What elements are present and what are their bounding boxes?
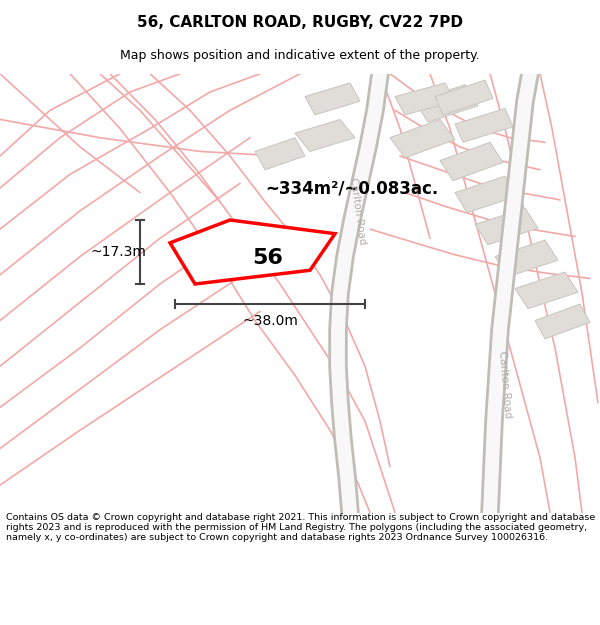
Text: Contains OS data © Crown copyright and database right 2021. This information is : Contains OS data © Crown copyright and d… <box>6 512 595 542</box>
Polygon shape <box>455 109 513 142</box>
Polygon shape <box>295 119 355 151</box>
Polygon shape <box>515 272 578 309</box>
Text: ~17.3m: ~17.3m <box>90 245 146 259</box>
Polygon shape <box>415 85 478 122</box>
Polygon shape <box>475 208 538 244</box>
Polygon shape <box>455 176 517 212</box>
Polygon shape <box>390 119 455 158</box>
Polygon shape <box>440 142 503 181</box>
Polygon shape <box>170 220 335 284</box>
Polygon shape <box>535 304 590 339</box>
Polygon shape <box>255 138 305 170</box>
Text: 56: 56 <box>253 248 283 268</box>
Text: ~334m²/~0.083ac.: ~334m²/~0.083ac. <box>265 179 438 197</box>
Polygon shape <box>305 83 360 115</box>
Polygon shape <box>395 83 455 115</box>
Text: Carlton Road: Carlton Road <box>497 351 513 419</box>
Text: ~38.0m: ~38.0m <box>242 314 298 328</box>
Text: Carlton Road: Carlton Road <box>349 177 368 245</box>
Text: 56, CARLTON ROAD, RUGBY, CV22 7PD: 56, CARLTON ROAD, RUGBY, CV22 7PD <box>137 14 463 29</box>
Polygon shape <box>495 240 558 277</box>
Polygon shape <box>435 80 493 115</box>
Text: Map shows position and indicative extent of the property.: Map shows position and indicative extent… <box>120 49 480 62</box>
